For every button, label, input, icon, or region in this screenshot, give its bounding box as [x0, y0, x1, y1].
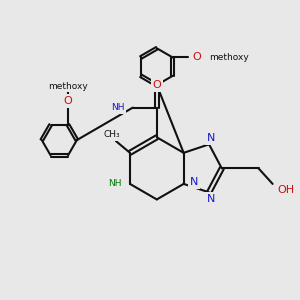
- Text: O: O: [193, 52, 201, 62]
- Text: methoxy: methoxy: [209, 53, 249, 62]
- Text: O: O: [152, 80, 161, 90]
- Text: N: N: [190, 178, 198, 188]
- Text: NH: NH: [111, 103, 125, 112]
- Text: CH₃: CH₃: [103, 130, 120, 139]
- Text: N: N: [207, 194, 215, 204]
- Text: OH: OH: [278, 185, 295, 195]
- Text: O: O: [64, 96, 72, 106]
- Text: NH: NH: [108, 179, 122, 188]
- Text: N: N: [207, 133, 215, 143]
- Text: methoxy: methoxy: [48, 82, 88, 91]
